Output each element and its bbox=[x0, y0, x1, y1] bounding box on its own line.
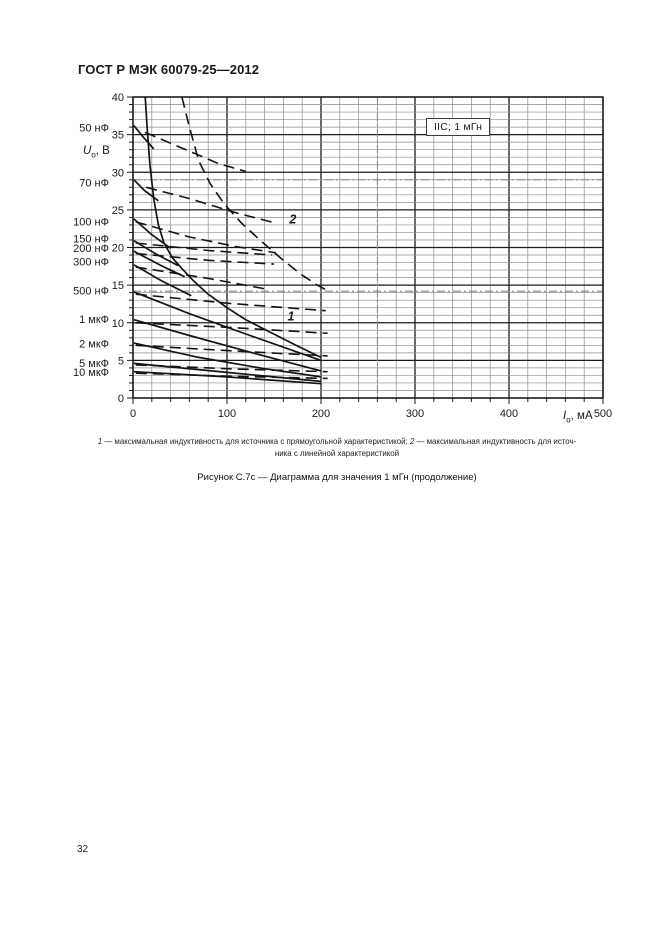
x-tick-label: 0 bbox=[130, 408, 136, 420]
figure-footnote-line1: 1 — максимальная индуктивность для источ… bbox=[30, 436, 644, 448]
y-axis-symbol: U bbox=[83, 145, 92, 157]
curve-label-1: 1 bbox=[287, 309, 294, 323]
x-axis-unit: , мА bbox=[570, 410, 593, 422]
y-axis-unit: , В bbox=[95, 145, 110, 157]
y-axis-label: Uо, В bbox=[83, 145, 110, 159]
capacitance-label: 150 нФ bbox=[73, 234, 109, 246]
y-tick-label: 0 bbox=[118, 393, 124, 405]
x-tick-label: 200 bbox=[312, 408, 330, 420]
x-tick-label: 400 bbox=[500, 408, 518, 420]
document-header: ГОСТ Р МЭК 60079-25—2012 bbox=[78, 62, 260, 77]
curve-5 мкФ линейная bbox=[135, 364, 328, 373]
y-tick-label: 10 bbox=[112, 318, 124, 330]
capacitance-label: 100 нФ bbox=[73, 216, 109, 228]
capacitance-label: 300 нФ bbox=[73, 256, 109, 268]
figure-caption: Рисунок С.7с — Диаграмма для значения 1 … bbox=[197, 472, 477, 483]
curve-5 мкФ прямоугольная bbox=[133, 362, 322, 383]
curve-50 нФ линейная bbox=[144, 131, 247, 173]
y-tick-label: 35 bbox=[112, 130, 124, 142]
chart-condition-box: IIC; 1 мГн bbox=[426, 118, 491, 136]
curve-150 нФ прямоугольная bbox=[133, 239, 179, 267]
y-axis-subscript: о bbox=[91, 150, 96, 160]
x-axis-label: Iо, мА bbox=[563, 410, 593, 424]
curve-2 мкФ линейная bbox=[135, 344, 328, 357]
figure-chart: 0 100 200 300 400 500 0 5 10 15 20 25 30 35 40 50 нФ 70 … bbox=[70, 88, 615, 430]
curve-200 нФ линейная bbox=[135, 252, 275, 265]
curve-1 — макс. индуктивность, прямоугольная характеристика bbox=[144, 96, 322, 359]
y-tick-label: 20 bbox=[112, 243, 124, 255]
curve-500 нФ прямоугольная bbox=[133, 291, 322, 362]
curve-300 нФ прямоугольная bbox=[133, 264, 192, 297]
y-tick-label: 40 bbox=[112, 92, 124, 104]
footnote-item2-number: 2 bbox=[409, 437, 415, 446]
footnote-item1-number: 1 bbox=[97, 437, 103, 446]
capacitance-label: 5 мкФ bbox=[79, 358, 109, 370]
capacitance-label: 500 нФ bbox=[73, 286, 109, 298]
footnote-item1-text: — максимальная индуктивность для источни… bbox=[102, 437, 410, 446]
curve-10 мкФ линейная bbox=[135, 372, 328, 380]
chart-svg: 0 100 200 300 400 500 0 5 10 15 20 25 30 35 40 50 нФ 70 … bbox=[73, 92, 612, 420]
curve-1 мкФ линейная bbox=[135, 322, 328, 335]
x-axis-subscript: о bbox=[566, 415, 571, 425]
curve-70 нФ линейная bbox=[145, 186, 275, 224]
capacitance-label: 50 нФ bbox=[79, 122, 109, 134]
capacitance-label: 2 мкФ bbox=[79, 338, 109, 350]
curve-label-2: 2 bbox=[288, 212, 296, 226]
x-tick-label: 100 bbox=[218, 408, 236, 420]
y-tick-label: 15 bbox=[112, 280, 124, 292]
curve-500 нФ линейная bbox=[135, 293, 326, 312]
curve-100 нФ линейная bbox=[135, 221, 277, 254]
y-tick-label: 25 bbox=[112, 205, 124, 217]
plot-border bbox=[132, 96, 604, 399]
curve-1 мкФ прямоугольная bbox=[133, 318, 322, 372]
capacitance-label: 1 мкФ bbox=[79, 314, 109, 326]
curve-50 нФ прямоугольная bbox=[133, 125, 155, 150]
page-number: 32 bbox=[77, 844, 89, 855]
capacitance-label: 10 мкФ bbox=[73, 367, 109, 379]
footnote-item2-text: — максимальная индуктивность для источ- bbox=[414, 437, 577, 446]
x-tick-label: 500 bbox=[594, 408, 612, 420]
y-tick-label: 5 bbox=[118, 355, 124, 367]
capacitance-label: 70 нФ bbox=[79, 177, 109, 189]
curve-2 мкФ прямоугольная bbox=[133, 342, 322, 378]
x-axis-symbol: I bbox=[563, 410, 567, 422]
figure-footnote-line2: ника с линейной характеристикой bbox=[274, 449, 400, 458]
curve-150 нФ линейная bbox=[135, 242, 273, 256]
capacitance-label: 200 нФ bbox=[73, 243, 109, 255]
curve-2 — макс. индуктивность, линейная характеристика bbox=[181, 96, 329, 292]
curve-300 нФ линейная bbox=[135, 266, 270, 291]
x-tick-label: 300 bbox=[406, 408, 424, 420]
y-tick-label: 30 bbox=[112, 167, 124, 179]
